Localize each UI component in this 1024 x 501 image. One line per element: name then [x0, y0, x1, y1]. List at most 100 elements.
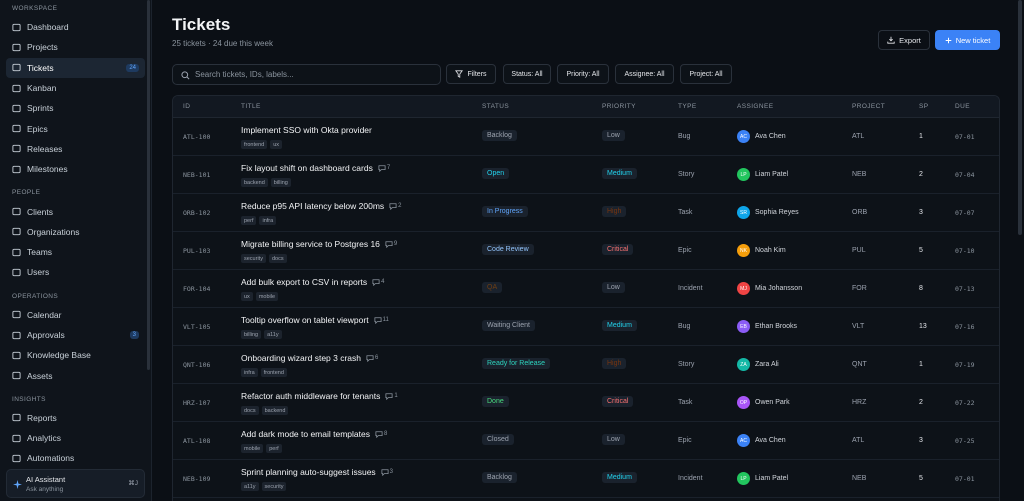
search-input[interactable]: Search tickets, IDs, labels...	[172, 64, 441, 85]
nav-label: Users	[27, 267, 50, 278]
nav-icon	[12, 165, 21, 173]
tag: ux	[270, 140, 282, 149]
nav-item[interactable]: Releases	[6, 139, 145, 159]
tag: billing	[241, 330, 262, 339]
nav-label: Organizations	[27, 226, 80, 237]
ticket-row[interactable]: PUL-103 Migrate billing service to Postgr…	[173, 232, 999, 270]
tag: backend	[241, 178, 268, 187]
tag: frontend	[241, 140, 268, 149]
export-button[interactable]: Export	[878, 30, 930, 50]
filter-dropdown[interactable]: Priority: All	[557, 64, 609, 84]
due-date: 07-16	[955, 323, 975, 331]
plus-icon	[945, 37, 952, 43]
nav-item[interactable]: Organizations	[6, 222, 145, 242]
nav-item[interactable]: Approvals 3	[6, 325, 145, 345]
avatar: ZA	[737, 358, 750, 371]
nav-list: WORKSPACE Dashboard Projects Tickets 24 Kanba…	[6, 3, 145, 469]
nav-item[interactable]: Tickets 24	[6, 57, 145, 78]
story-points: 3	[919, 209, 923, 216]
nav-item[interactable]: Reports	[6, 408, 145, 428]
ticket-type: Task	[678, 399, 693, 406]
filters-button[interactable]: Filters	[446, 64, 496, 84]
priority-pill: Low	[602, 434, 625, 445]
assistant-shortcut: ⌘J	[128, 480, 138, 487]
project: NEB	[852, 475, 867, 482]
ticket-title: Refactor auth middleware for tenants 1	[241, 391, 398, 401]
download-icon	[887, 36, 895, 44]
comment-number: 7	[386, 165, 391, 171]
tag: a11y	[264, 330, 282, 339]
comment-count: 4	[372, 278, 385, 286]
nav-icon	[12, 268, 21, 277]
filter-dropdown[interactable]: Project: All	[680, 64, 732, 84]
title-text: Fix layout shift on dashboard cards	[241, 163, 373, 173]
nav-item[interactable]: Kanban	[6, 78, 145, 98]
nav-icon	[12, 248, 21, 256]
ticket-row[interactable]: HRZ-107 Refactor auth middleware for tena…	[173, 384, 999, 422]
tag-list: backend billing	[241, 178, 291, 187]
title-text: Refactor auth middleware for tenants	[241, 391, 381, 401]
nav-icon	[12, 84, 21, 92]
status-pill: Done	[482, 396, 509, 407]
nav-item[interactable]: Clients	[6, 201, 145, 221]
nav-item[interactable]: Projects	[6, 37, 145, 57]
nav-icon	[12, 228, 21, 236]
nav-icon	[12, 145, 21, 153]
nav-item[interactable]: Teams	[6, 242, 145, 262]
comment-number: 4	[381, 279, 385, 285]
avatar: EB	[737, 320, 750, 333]
nav-item[interactable]: Automations	[6, 448, 145, 468]
nav-label: Epics	[27, 123, 48, 134]
table-header: ID TITLE STATUS PRIORITY TYPE ASSIGNEE PROJECT…	[173, 96, 999, 118]
project: ATL	[852, 437, 865, 444]
status-pill: Waiting Client	[482, 320, 535, 331]
priority-pill: Medium	[602, 472, 637, 483]
nav-item[interactable]: Dashboard	[6, 17, 145, 37]
filter-dropdown[interactable]: Status: All	[503, 64, 551, 84]
avatar: OP	[737, 396, 750, 409]
ticket-type: Story	[678, 171, 695, 178]
ticket-row[interactable]: NEB-109 Sprint planning auto-suggest issu…	[173, 460, 999, 498]
column-header: PRIORITY	[602, 103, 636, 110]
nav-item[interactable]: Calendar	[6, 305, 145, 325]
nav-item[interactable]: Knowledge Base	[6, 345, 145, 365]
project: HRZ	[852, 399, 867, 406]
filter-dropdown[interactable]: Assignee: All	[615, 64, 674, 84]
comment-icon	[381, 468, 389, 476]
title-text: Onboarding wizard step 3 crash	[241, 353, 362, 363]
nav-label: Teams	[27, 247, 53, 258]
nav-item[interactable]: Assets	[6, 365, 145, 385]
ticket-row[interactable]: VLT-105 Tooltip overflow on tablet viewpo…	[173, 308, 999, 346]
ticket-title: Onboarding wizard step 3 crash 6	[241, 353, 378, 363]
nav-item[interactable]: Milestones	[6, 159, 145, 179]
nav-item[interactable]: Epics	[6, 118, 145, 138]
tag: backend	[261, 406, 289, 415]
comment-icon	[385, 392, 393, 400]
section-title: INSIGHTS	[12, 395, 46, 403]
new-ticket-button[interactable]: New ticket	[935, 30, 1000, 50]
nav-label: Assets	[27, 370, 53, 381]
comment-count: 6	[366, 354, 378, 362]
nav-item[interactable]: Users	[6, 262, 145, 282]
nav-item[interactable]: Analytics	[6, 428, 145, 448]
column-header: STATUS	[482, 103, 510, 110]
priority-pill: High	[602, 358, 627, 369]
nav-icon	[12, 207, 21, 216]
nav-item[interactable]: Sprints	[6, 98, 145, 118]
ticket-row[interactable]: ATL-100 Implement SSO with Okta provider f…	[173, 118, 999, 156]
assignee-name: Sophia Reyes	[755, 209, 799, 216]
due-date: 07-01	[955, 475, 975, 483]
ticket-row[interactable]: FOR-104 Add bulk export to CSV in reports…	[173, 270, 999, 308]
ticket-row[interactable]: ORB-102 Reduce p95 API latency below 200m…	[173, 194, 999, 232]
assistant-subtitle: Ask anything	[26, 486, 64, 493]
assignee: NK Noah Kim	[737, 244, 786, 257]
due-date: 07-19	[955, 361, 975, 369]
ticket-row[interactable]: QNT-106 Onboarding wizard step 3 crash 6 in…	[173, 346, 999, 384]
ticket-id: HRZ-107	[183, 399, 211, 407]
nav-label: Projects	[27, 42, 58, 53]
ticket-id: NEB-109	[183, 475, 211, 483]
ticket-row[interactable]: NEB-101 Fix layout shift on dashboard car…	[173, 156, 999, 194]
tag-list: billing a11y	[241, 330, 282, 339]
ticket-row[interactable]: ATL-108 Add dark mode to email templates 8…	[173, 422, 999, 460]
ai-assistant[interactable]: AI Assistant Ask anything ⌘J	[6, 469, 145, 498]
